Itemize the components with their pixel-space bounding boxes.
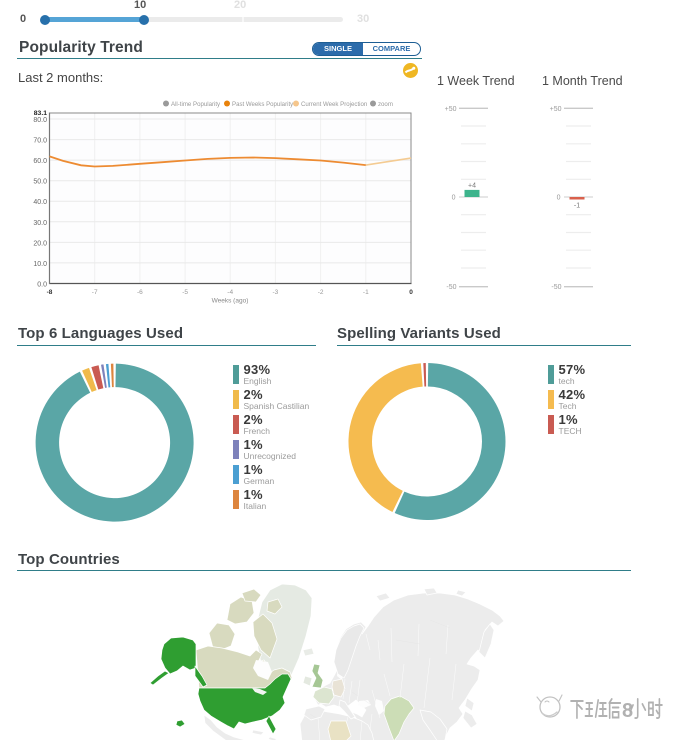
svg-text:83.1: 83.1 <box>34 110 47 117</box>
svg-text:-5: -5 <box>182 289 188 296</box>
svg-text:0: 0 <box>452 195 456 202</box>
svg-text:+50: +50 <box>550 106 562 113</box>
svg-text:10.0: 10.0 <box>33 261 47 268</box>
svg-text:80.0: 80.0 <box>33 117 47 124</box>
svg-text:70.0: 70.0 <box>33 138 47 145</box>
svg-text:Current Week Projection: Current Week Projection <box>301 101 367 108</box>
svg-text:8: 8 <box>622 700 633 722</box>
svg-text:-50: -50 <box>551 284 561 291</box>
svg-text:20.0: 20.0 <box>33 240 47 247</box>
svg-text:-50: -50 <box>446 284 456 291</box>
svg-text:zoom: zoom <box>378 101 393 108</box>
svg-text:Past Weeks Popularity: Past Weeks Popularity <box>232 101 294 108</box>
svg-text:0: 0 <box>557 195 561 202</box>
svg-text:-4: -4 <box>227 289 233 296</box>
svg-text:40.0: 40.0 <box>33 199 47 206</box>
svg-text:0: 0 <box>409 289 413 296</box>
svg-text:60.0: 60.0 <box>33 158 47 165</box>
svg-text:-3: -3 <box>273 289 279 296</box>
svg-text:+50: +50 <box>445 106 457 113</box>
svg-text:30.0: 30.0 <box>33 220 47 227</box>
svg-text:Weeks (ago): Weeks (ago) <box>212 298 249 305</box>
svg-text:-7: -7 <box>92 289 98 296</box>
svg-text:0.0: 0.0 <box>37 282 47 289</box>
svg-text:All-time Popularity: All-time Popularity <box>171 101 221 108</box>
svg-text:-6: -6 <box>137 289 143 296</box>
svg-text:-8: -8 <box>47 289 53 296</box>
svg-text:+4: +4 <box>468 183 476 190</box>
svg-text:50.0: 50.0 <box>33 179 47 186</box>
svg-text:-1: -1 <box>574 203 580 210</box>
svg-text:-1: -1 <box>363 289 369 296</box>
svg-text:-2: -2 <box>318 289 324 296</box>
